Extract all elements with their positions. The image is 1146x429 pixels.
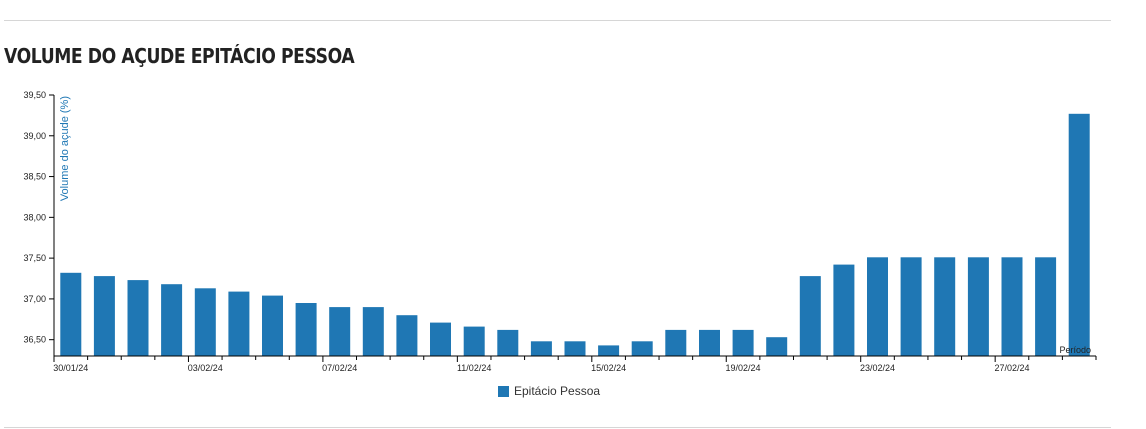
legend-swatch bbox=[498, 385, 509, 397]
bar-11/02/24 bbox=[463, 326, 485, 356]
y-tick-label: 38,50 bbox=[23, 172, 46, 182]
bar-05/02/24 bbox=[262, 295, 283, 356]
x-tick-label: 15/02/24 bbox=[591, 363, 626, 373]
bar-16/02/24 bbox=[631, 341, 653, 356]
bar-30/01/24 bbox=[60, 272, 82, 356]
x-tick-label: 11/02/24 bbox=[457, 363, 491, 373]
bar-22/02/24 bbox=[833, 264, 855, 356]
bar-27/02/24 bbox=[1001, 257, 1023, 356]
x-tick-label: 07/02/24 bbox=[322, 363, 357, 373]
bar-03/02/24 bbox=[194, 288, 216, 356]
bar-24/02/24 bbox=[900, 257, 922, 356]
y-tick-label: 37,00 bbox=[23, 294, 46, 304]
bar-15/02/24 bbox=[598, 345, 620, 356]
bar-19/02/24 bbox=[732, 329, 754, 356]
legend[interactable]: Epitácio Pessoa bbox=[498, 384, 600, 398]
bar-chart: 36,50 37,00 37,50 38,00 38,50 39,00 39,50 Volum… bbox=[23, 90, 1097, 373]
bar-17/02/24 bbox=[665, 329, 687, 356]
bar-31/01/24 bbox=[93, 276, 115, 356]
bar-06/02/24 bbox=[295, 303, 317, 356]
bar-10/02/24 bbox=[430, 322, 451, 356]
bar-21/02/24 bbox=[799, 276, 821, 356]
bar-08/02/24 bbox=[362, 307, 384, 356]
top-divider bbox=[4, 20, 1111, 21]
x-tick-label: 30/01/24 bbox=[53, 363, 88, 373]
bar-04/02/24 bbox=[228, 291, 250, 356]
y-tick-label: 39,00 bbox=[23, 131, 46, 141]
bar-01/02/24 bbox=[127, 280, 149, 356]
x-tick-label: 03/02/24 bbox=[188, 363, 223, 373]
y-tick-label: 38,00 bbox=[23, 212, 46, 222]
bar-12/02/24 bbox=[497, 329, 519, 356]
bar-20/02/24 bbox=[766, 337, 788, 356]
bar-18/02/24 bbox=[699, 329, 720, 356]
bar-13/02/24 bbox=[530, 341, 552, 356]
bar-02/02/24 bbox=[161, 284, 183, 356]
bottom-divider bbox=[4, 427, 1111, 428]
y-tick-label: 36,50 bbox=[23, 335, 46, 345]
legend-label: Epitácio Pessoa bbox=[514, 384, 601, 398]
x-axis-title: Período bbox=[1059, 345, 1091, 355]
bar-28/02/24 bbox=[1035, 257, 1057, 356]
bar-26/02/24 bbox=[967, 257, 989, 356]
bar-23/02/24 bbox=[867, 257, 888, 356]
bar-14/02/24 bbox=[564, 341, 586, 356]
y-tick-label: 39,50 bbox=[23, 90, 46, 100]
x-tick-label: 23/02/24 bbox=[860, 363, 895, 373]
y-axis-title: Volume do açude (%) bbox=[59, 96, 71, 201]
bar-25/02/24 bbox=[934, 257, 956, 356]
y-tick-label: 37,50 bbox=[23, 253, 46, 263]
x-tick-label: 19/02/24 bbox=[726, 363, 761, 373]
bar-29/02/24 bbox=[1068, 113, 1090, 356]
bar-09/02/24 bbox=[396, 315, 418, 356]
x-tick-label: 27/02/24 bbox=[994, 363, 1029, 373]
chart-title: VOLUME DO AÇUDE EPITÁCIO PESSOA bbox=[4, 44, 355, 68]
bar-07/02/24 bbox=[329, 307, 351, 356]
